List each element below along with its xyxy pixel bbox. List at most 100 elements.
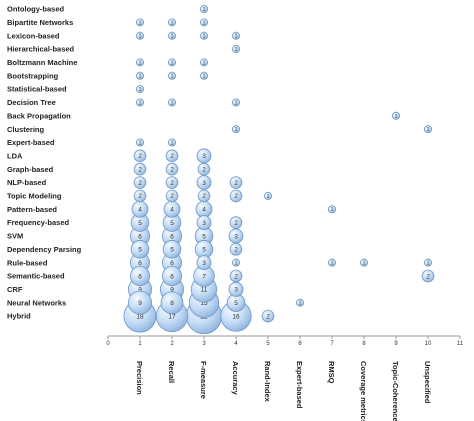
bubble-label: 1 <box>138 34 141 40</box>
bubble <box>165 176 179 189</box>
bubble-label: 2 <box>234 180 238 187</box>
bubble <box>133 189 147 203</box>
x-tick-label: 8 <box>362 341 366 347</box>
bubble <box>231 45 240 54</box>
bubble-label: 3 <box>202 220 206 227</box>
bubble-label: 5 <box>170 247 174 254</box>
bubble-label: 1 <box>138 87 141 93</box>
bubble-label: 2 <box>170 167 174 174</box>
y-label-back-propagation: Back Propagation <box>7 111 71 120</box>
bubble <box>421 269 435 283</box>
bubble-label: 1 <box>170 20 173 26</box>
bubble-label: 1 <box>234 47 237 53</box>
x-tick-label: 9 <box>394 341 398 347</box>
bubble-label: 1 <box>426 127 429 133</box>
bubble-label: 16 <box>232 313 240 320</box>
y-label-frequency-based: Frequency-based <box>7 218 70 227</box>
bubble <box>135 71 144 80</box>
x-tick-label: 4 <box>234 341 238 347</box>
bubble-label: 5 <box>138 247 142 254</box>
bubble-label: 1 <box>138 140 141 146</box>
bubble-label: 2 <box>234 193 238 200</box>
bubble <box>229 243 243 256</box>
bubble-label: 3 <box>234 233 238 240</box>
bubble-label: 1 <box>330 207 333 213</box>
bubble <box>161 265 183 287</box>
x-label-recall: Recall <box>167 361 176 383</box>
bubble-label: 2 <box>234 247 238 254</box>
bubble <box>229 189 243 203</box>
bubble-label: 2 <box>266 313 270 320</box>
bubble-label: 3 <box>202 153 206 160</box>
bubble <box>199 5 208 13</box>
bubble <box>199 58 208 67</box>
bubble-label: 6 <box>170 273 174 280</box>
bubble-label: 1 <box>202 74 205 80</box>
bubble-label: 3 <box>234 287 238 294</box>
bubble <box>327 205 336 214</box>
bubble <box>135 58 144 67</box>
bubble-label: 6 <box>138 233 142 240</box>
bubble-label: 1 <box>138 100 141 106</box>
bubble <box>391 111 400 120</box>
bubble <box>165 189 179 203</box>
bubble <box>167 98 176 107</box>
y-label-ontology-based: Ontology-based <box>7 5 65 14</box>
bubble <box>133 149 147 163</box>
bubble-label: 1 <box>170 34 173 40</box>
y-label-rule-based: Rule-based <box>7 258 48 267</box>
bubble-label: 6 <box>138 260 142 267</box>
bubble-label: 1 <box>202 60 205 66</box>
bubble <box>135 98 144 107</box>
x-axis-category-labels: Precision Recall F-measure Accuracy Rand-Ind… <box>135 361 432 421</box>
bubble-label: 5 <box>202 233 206 240</box>
x-tick-label: 1 <box>138 341 142 347</box>
bubble-label: 1 <box>202 7 205 13</box>
bubble <box>229 176 243 189</box>
bubble <box>196 255 212 271</box>
y-label-clustering: Clustering <box>7 125 45 134</box>
y-label-neural-networks: Neural Networks <box>7 298 66 307</box>
bubble <box>165 149 179 163</box>
y-label-crf: CRF <box>7 285 23 294</box>
x-label-topic-coherence: Topic-Coherence <box>391 361 400 421</box>
bubble <box>135 31 144 40</box>
y-label-hybrid: Hybrid <box>7 312 31 321</box>
bubble <box>167 71 176 80</box>
x-label-coverage-metrics: Coverage metrics <box>359 361 368 421</box>
bubble-label: 18 <box>136 313 144 320</box>
x-tick-label: 5 <box>266 341 270 347</box>
bubble-label: 2 <box>138 167 142 174</box>
bubble-label: 2 <box>138 180 142 187</box>
y-label-bootstrapping: Bootstrapping <box>7 71 59 80</box>
y-label-decision-tree: Decision Tree <box>7 98 56 107</box>
bubble-label: 5 <box>138 220 142 227</box>
bubble-label: 1 <box>330 261 333 267</box>
y-label-dependency-parsing: Dependency Parsing <box>7 245 82 254</box>
bubble-label: 6 <box>170 260 174 267</box>
bubble-label: 1 <box>298 301 301 307</box>
x-label-expert-based: Expert-based <box>295 361 304 409</box>
bubbles: 2218171615119998766666655555554443333332… <box>123 5 435 335</box>
y-label-nlp-based: NLP-based <box>7 178 47 187</box>
bubble <box>196 215 212 231</box>
bubble-label: 6 <box>170 233 174 240</box>
y-label-topic-modeling: Topic Modeling <box>7 192 62 201</box>
bubble <box>295 298 304 307</box>
bubble <box>167 18 176 27</box>
bubble-label: 1 <box>362 261 365 267</box>
bubble-label: 2 <box>234 220 238 227</box>
bubble-label: 5 <box>234 300 238 307</box>
bubble-label: 1 <box>202 20 205 26</box>
y-label-statistical-based: Statistical-based <box>7 85 67 94</box>
bubble <box>160 291 184 315</box>
bubble-label: 1 <box>234 127 237 133</box>
bubble-label: 8 <box>170 300 174 307</box>
bubble-label: 2 <box>170 153 174 160</box>
bubble-label: 6 <box>138 273 142 280</box>
bubble <box>199 31 208 40</box>
bubble-label: 4 <box>202 207 206 214</box>
bubble-label: 1 <box>234 261 237 267</box>
bubble-label: 1 <box>394 114 397 120</box>
